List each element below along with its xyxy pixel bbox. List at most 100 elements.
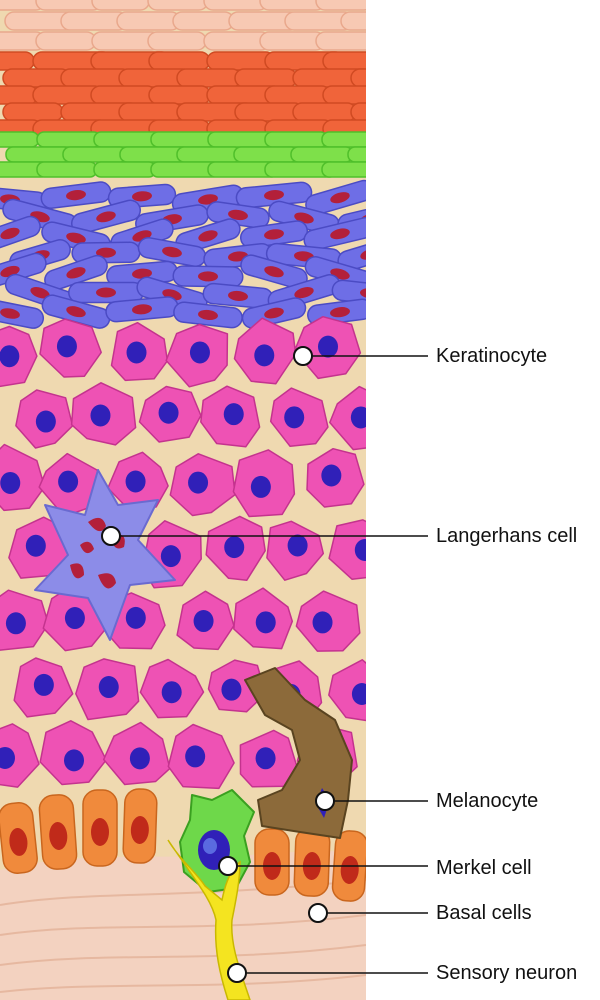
corneum-cell — [147, 31, 207, 51]
langerhans-granule — [70, 563, 84, 579]
granulosum-cell — [0, 215, 41, 252]
keratinocyte-cell — [39, 720, 107, 786]
granulosum-cell — [303, 216, 366, 251]
lucidum-cell — [321, 161, 366, 178]
sensory-neuron-shape — [167, 839, 251, 1000]
basal-cell — [38, 794, 78, 870]
keratinocyte-cell — [102, 721, 171, 786]
callout-keratinocyte — [293, 346, 428, 366]
sensory-neuron-fiber — [167, 839, 251, 1000]
basal-cell — [0, 802, 38, 874]
lucidum-cell — [0, 131, 40, 148]
corneum-cell — [147, 0, 209, 11]
corneum-cell — [172, 11, 235, 31]
keratinocyte-cell — [70, 382, 137, 446]
keratinocyte-cell — [39, 318, 102, 378]
corneum-cell — [2, 68, 71, 88]
keratinocyte-cell — [167, 723, 235, 790]
corneum-cell — [116, 11, 181, 31]
keratinocyte-cell — [139, 658, 205, 719]
corneum-cell — [264, 85, 332, 105]
keratinocyte-cell — [293, 315, 362, 380]
keratinocyte-cell — [176, 590, 235, 651]
keratinocyte-cell — [0, 723, 40, 788]
basal-cell — [254, 828, 290, 896]
keratinocyte-cell — [0, 589, 50, 651]
keratinocyte-cell — [233, 317, 297, 385]
keratinocyte-cell — [295, 590, 361, 652]
corneum-cell — [292, 102, 357, 122]
basal-cell — [122, 788, 158, 864]
basal-cell — [293, 827, 331, 897]
langerhans-granule — [98, 573, 116, 589]
keratinocyte-cell — [269, 387, 329, 448]
stratum-lucidum — [0, 131, 366, 178]
keratinocyte-cell — [13, 657, 74, 718]
keratinocyte-cell — [205, 515, 266, 581]
lucidum-cell — [5, 146, 72, 163]
granulosum-cell — [41, 294, 111, 329]
corneum-cell — [322, 85, 366, 105]
lucidum-cell — [347, 146, 366, 163]
corneum-cell — [315, 31, 366, 51]
corneum-cell — [148, 85, 212, 105]
lucidum-cell — [176, 146, 243, 163]
corneum-cell — [35, 31, 97, 51]
corneum-cell — [322, 51, 366, 71]
callout-sensory-neuron — [227, 963, 428, 983]
keratinocyte-cell — [75, 658, 140, 721]
keratinocyte-cell — [329, 385, 366, 451]
keratinocyte-cell — [232, 449, 296, 518]
corneum-cell — [350, 102, 366, 122]
corneum-cell — [315, 0, 366, 11]
corneum-cell — [340, 11, 366, 31]
keratinocyte-cell — [138, 385, 202, 443]
lucidum-cell — [62, 146, 128, 163]
keratinocyte-cell — [328, 659, 366, 722]
keratinocyte-cell — [15, 389, 74, 449]
granulosum-cell — [172, 265, 244, 288]
keratinocyte-cell — [306, 447, 365, 508]
corneum-cell — [2, 102, 64, 122]
keratinocyte-cell — [207, 659, 267, 713]
granulosum-cell — [240, 254, 308, 290]
granulosum-cell — [235, 181, 313, 209]
lucidum-cell — [93, 161, 157, 178]
corneum-cell — [118, 102, 184, 122]
granulosum-cell — [70, 199, 142, 235]
lucidum-cell — [36, 161, 98, 178]
corneum-cell — [148, 51, 211, 71]
corneum-cell — [259, 31, 326, 51]
keratinocyte-cell — [169, 453, 236, 517]
keratinocyte-cell — [233, 587, 294, 650]
corneum-cell — [350, 68, 366, 88]
stratum-corneum-outer — [0, 0, 366, 51]
corneum-cell — [91, 0, 151, 11]
granulosum-cell — [0, 298, 45, 329]
langerhans-cell-body — [34, 469, 176, 641]
lucidum-cell — [233, 146, 299, 163]
keratinocyte-cell — [165, 323, 229, 388]
stratum-spinosum — [0, 315, 366, 790]
basal-layer — [0, 788, 366, 902]
keratinocyte-cell — [0, 443, 46, 512]
langerhans-granule — [80, 541, 94, 554]
callout-merkel-cell — [218, 856, 428, 876]
callout-basal-cells — [308, 903, 428, 923]
keratinocyte-cell — [107, 451, 169, 514]
granulosum-cell — [105, 296, 179, 323]
stratum-corneum — [0, 51, 366, 139]
callout-melanocyte — [315, 791, 428, 811]
keratinocyte-cell — [200, 385, 261, 448]
keratinocyte-cell — [0, 325, 38, 388]
stratum-granulosum — [0, 179, 366, 329]
keratinocyte-cell — [239, 729, 298, 788]
keratinocyte-cell — [110, 321, 169, 382]
granulosum-cell — [241, 297, 307, 329]
corneum-cell — [176, 68, 242, 88]
lucidum-cell — [290, 146, 354, 163]
granulosum-cell — [331, 279, 366, 308]
callout-lines — [101, 346, 428, 983]
callout-langerhans-cell — [101, 526, 428, 546]
